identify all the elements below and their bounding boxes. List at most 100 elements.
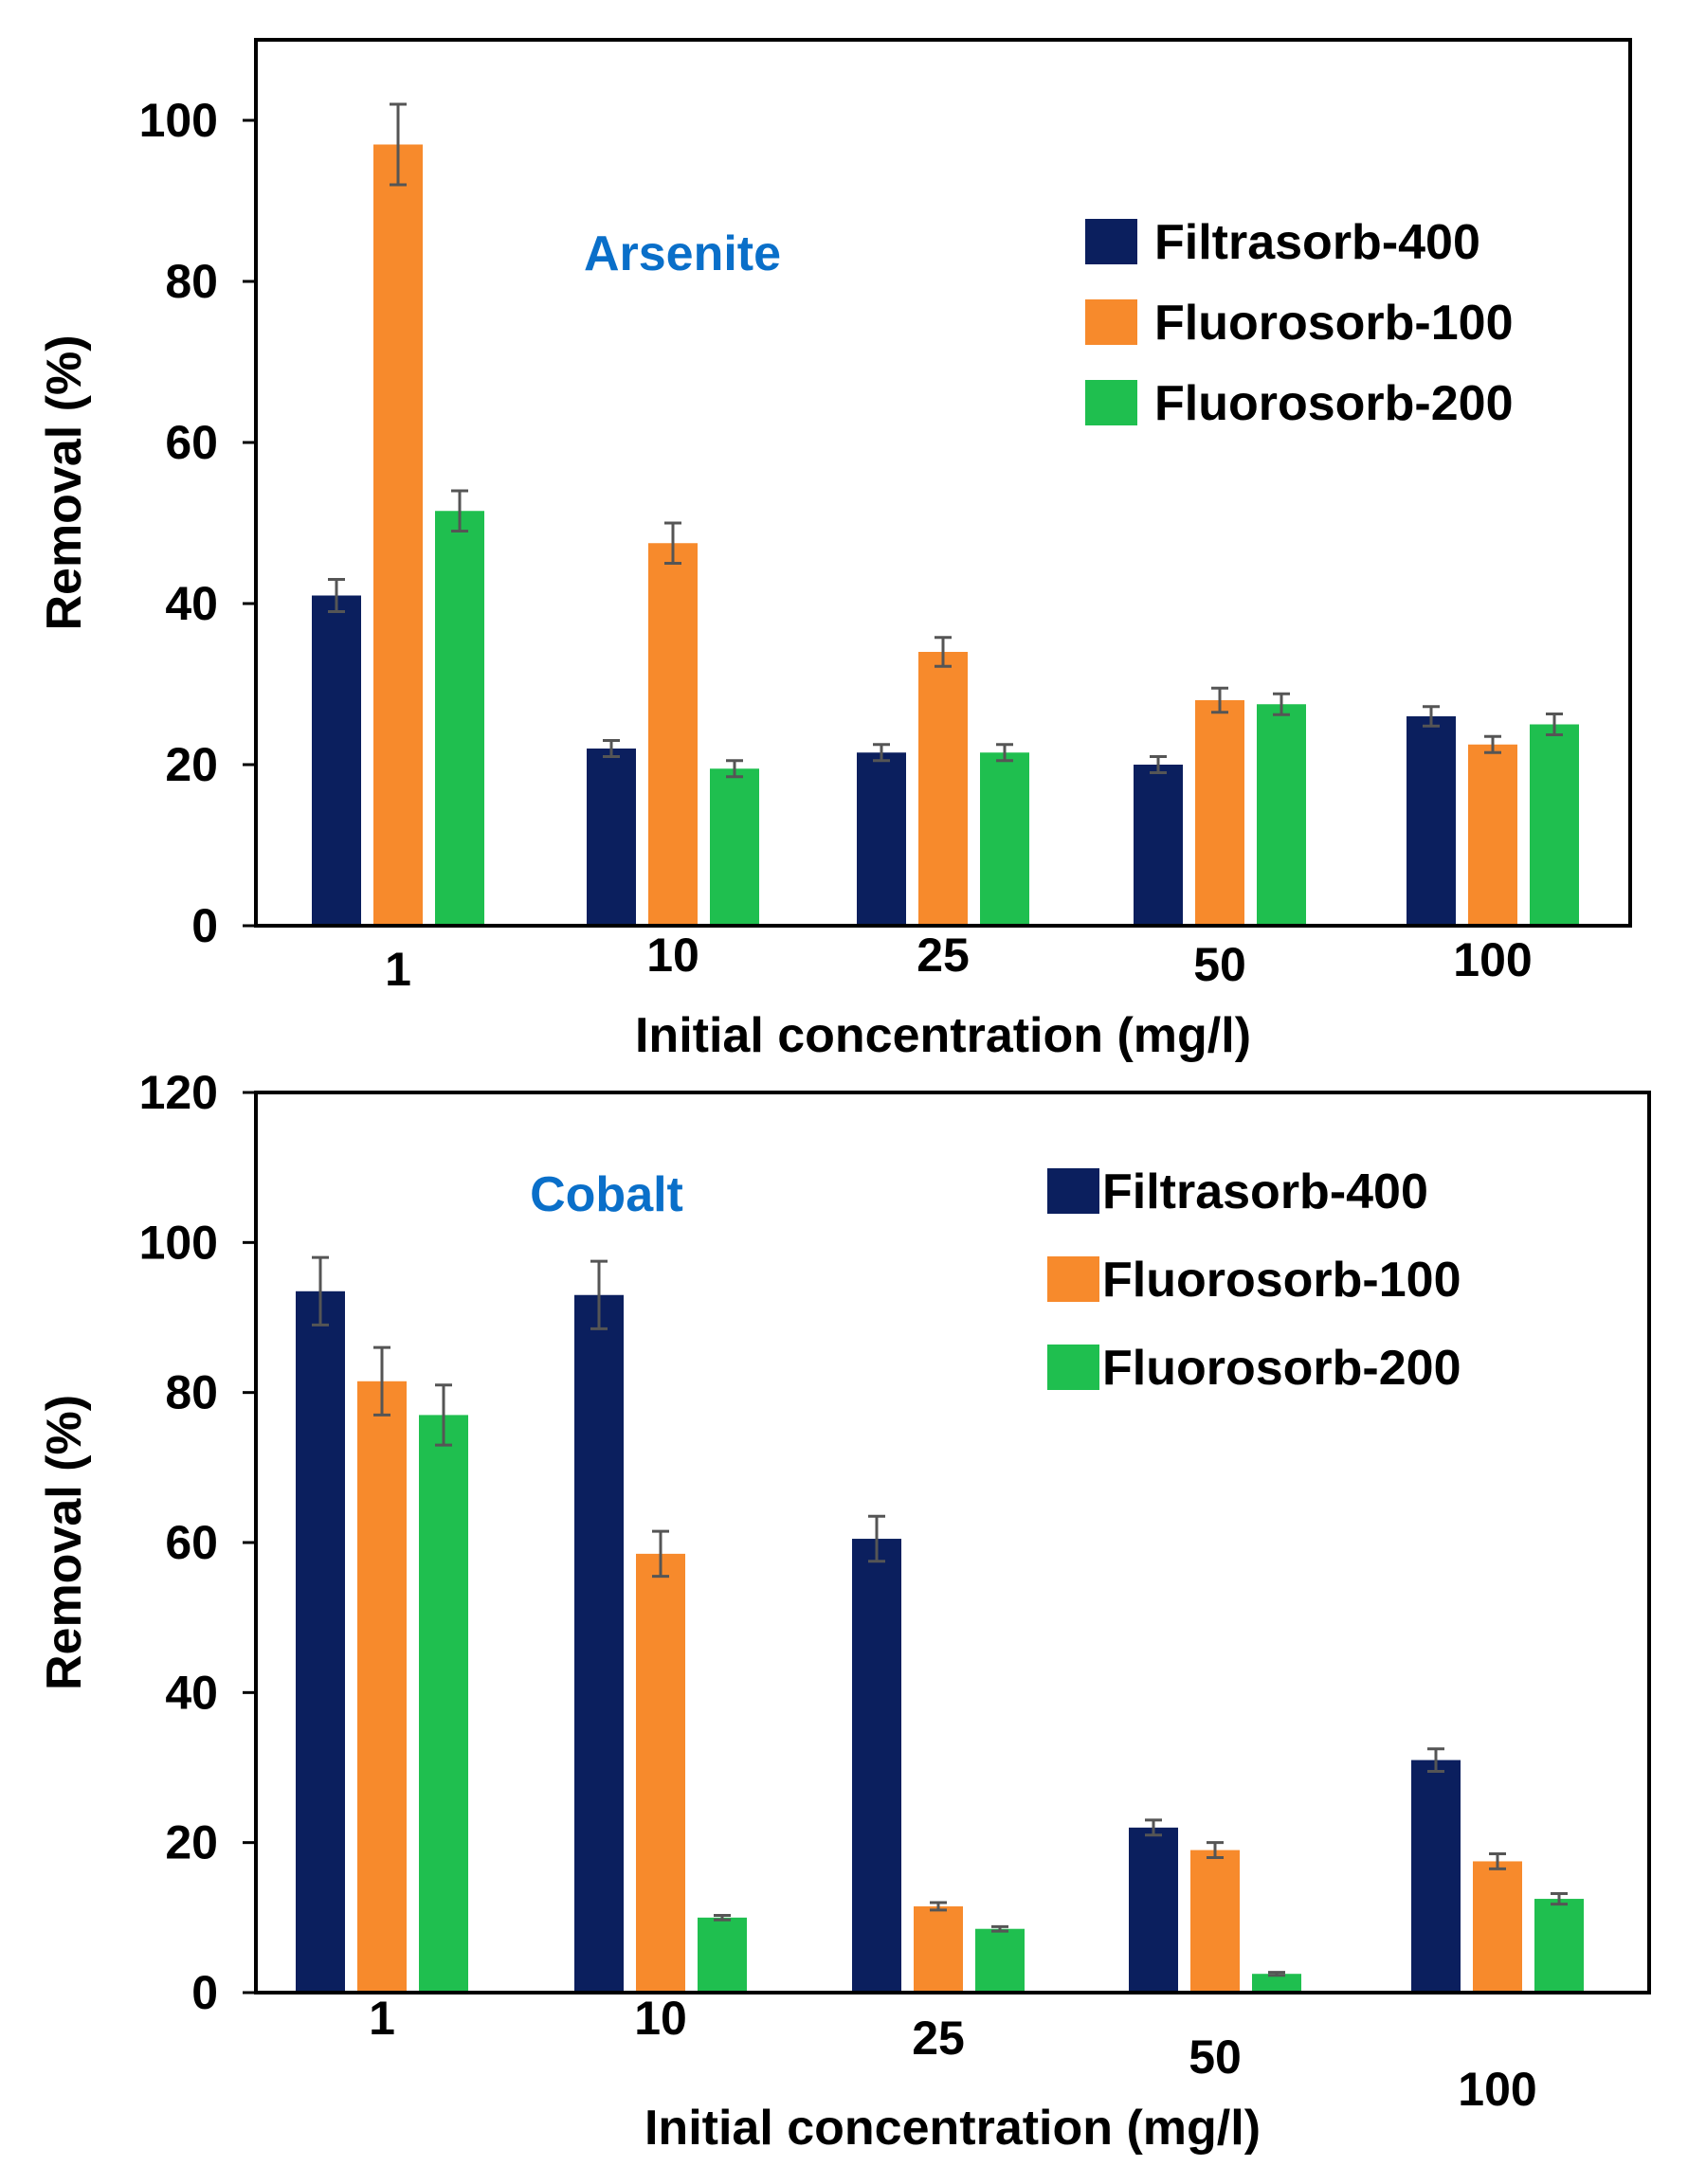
bar-filtrasorb-400-10: [587, 749, 636, 926]
y-tick-label: 0: [191, 1966, 218, 2019]
plot-frame: [254, 38, 1632, 928]
bar-fluorosorb-200-100: [1534, 1899, 1584, 1993]
x-tick-label: 10: [646, 929, 699, 982]
error-bar: [1423, 705, 1440, 728]
error-bar: [652, 1529, 669, 1579]
error-bar: [1489, 1852, 1506, 1870]
legend-swatch: [1085, 380, 1137, 425]
bar-fluorosorb-100-100: [1473, 1861, 1522, 1993]
bar-filtrasorb-400-1: [312, 595, 361, 926]
legend-swatch: [1047, 1168, 1099, 1214]
bar-filtrasorb-400-50: [1134, 765, 1183, 926]
y-axis-title: Removal (%): [37, 1395, 92, 1690]
bar-fluorosorb-200-50: [1252, 1974, 1301, 1993]
y-tick-label: 0: [191, 899, 218, 952]
bar-filtrasorb-400-25: [852, 1539, 901, 1993]
bar-fluorosorb-100-50: [1190, 1850, 1240, 1993]
bar-fluorosorb-200-25: [975, 1928, 1025, 1993]
bar-fluorosorb-100-25: [914, 1905, 963, 1993]
error-bar: [1207, 1841, 1224, 1859]
legend-swatch: [1047, 1345, 1099, 1390]
error-bar: [390, 102, 407, 187]
x-tick-label: 25: [912, 2012, 965, 2065]
y-tick-label: 100: [139, 94, 218, 147]
error-bar: [991, 1924, 1008, 1933]
bar-fluorosorb-200-50: [1257, 704, 1306, 926]
x-tick-label: 25: [917, 929, 970, 982]
error-bar: [328, 578, 345, 613]
x-tick-label: 100: [1453, 933, 1532, 986]
y-tick-label: 80: [165, 1366, 218, 1419]
bar-fluorosorb-100-100: [1468, 744, 1517, 926]
y-tick-label: 60: [165, 1516, 218, 1569]
error-bar: [1150, 755, 1167, 774]
error-bar: [312, 1255, 329, 1327]
y-tick-label: 60: [165, 416, 218, 469]
y-tick-label: 120: [139, 1066, 218, 1119]
error-bar: [930, 1901, 947, 1912]
y-tick-label: 80: [165, 255, 218, 308]
y-tick-label: 40: [165, 577, 218, 630]
bar-fluorosorb-100-10: [648, 543, 698, 926]
y-axis-title: Removal (%): [37, 334, 92, 630]
error-bar: [590, 1259, 608, 1330]
legend: Filtrasorb-400 Fluorosorb-100 Fluorosorb-2…: [1085, 215, 1514, 431]
error-bar: [1145, 1818, 1162, 1837]
bar-fluorosorb-200-1: [435, 511, 484, 926]
bar-fluorosorb-100-10: [636, 1553, 685, 1993]
legend-swatch: [1085, 299, 1137, 345]
x-tick-label: 50: [1189, 2031, 1242, 2084]
error-bar: [714, 1913, 731, 1922]
cobalt-chart: 0 20 40 60 80 100 120 1 10 25 50 100 Initial concent…: [37, 1066, 1651, 2156]
x-tick-label: 1: [385, 943, 411, 996]
error-bar: [868, 1514, 885, 1563]
bar-filtrasorb-400-50: [1129, 1827, 1178, 1993]
bar-fluorosorb-100-25: [918, 652, 968, 926]
bar-filtrasorb-400-25: [857, 752, 906, 926]
bar-fluorosorb-100-1: [373, 144, 423, 926]
error-bar: [373, 1345, 390, 1417]
error-bar: [1546, 712, 1563, 737]
bar-fluorosorb-100-1: [357, 1381, 407, 1993]
legend-label: Filtrasorb-400: [1102, 1164, 1428, 1219]
x-tick-label: 100: [1458, 2063, 1536, 2116]
x-tick-label: 50: [1193, 938, 1246, 991]
error-bar: [603, 739, 620, 758]
bar-fluorosorb-200-1: [419, 1415, 468, 1993]
error-bar: [935, 636, 952, 668]
error-bar: [1273, 692, 1290, 716]
bar-fluorosorb-200-10: [710, 768, 759, 926]
x-axis-title: Initial concentration (mg/l): [644, 2101, 1261, 2156]
error-bar: [1268, 1971, 1285, 1977]
error-bar: [873, 743, 890, 763]
bar-fluorosorb-200-100: [1530, 724, 1579, 926]
legend-label: Fluorosorb-200: [1154, 376, 1514, 431]
error-bar: [1211, 686, 1228, 714]
legend-swatch: [1047, 1256, 1099, 1302]
error-bar: [451, 489, 468, 532]
legend-label: Fluorosorb-200: [1102, 1341, 1461, 1396]
chart-annotation: Cobalt: [530, 1167, 683, 1222]
legend-label: Fluorosorb-100: [1102, 1253, 1461, 1308]
x-tick-label: 1: [369, 1992, 395, 2045]
legend-label: Fluorosorb-100: [1154, 296, 1514, 351]
bar-filtrasorb-400-100: [1407, 716, 1456, 926]
bar-filtrasorb-400-10: [574, 1294, 624, 1993]
bar-filtrasorb-400-1: [296, 1291, 345, 1993]
legend-label: Filtrasorb-400: [1154, 215, 1480, 270]
error-bar: [664, 521, 681, 565]
error-bar: [1427, 1747, 1444, 1773]
x-tick-label: 10: [634, 1992, 687, 2045]
error-bar: [435, 1383, 452, 1447]
bar-fluorosorb-100-50: [1195, 700, 1244, 926]
bar-filtrasorb-400-100: [1411, 1760, 1461, 1993]
chart-annotation: Arsenite: [584, 226, 781, 281]
arsenite-chart: 0 20 40 60 80 100 1 10 25 50 100 Initial concentrat…: [37, 38, 1632, 1063]
bar-fluorosorb-200-25: [980, 752, 1029, 926]
error-bar: [1551, 1892, 1568, 1906]
error-bar: [996, 743, 1013, 763]
bar-fluorosorb-200-10: [698, 1917, 747, 1993]
plot-frame: [254, 1091, 1651, 1994]
error-bar: [726, 759, 743, 779]
